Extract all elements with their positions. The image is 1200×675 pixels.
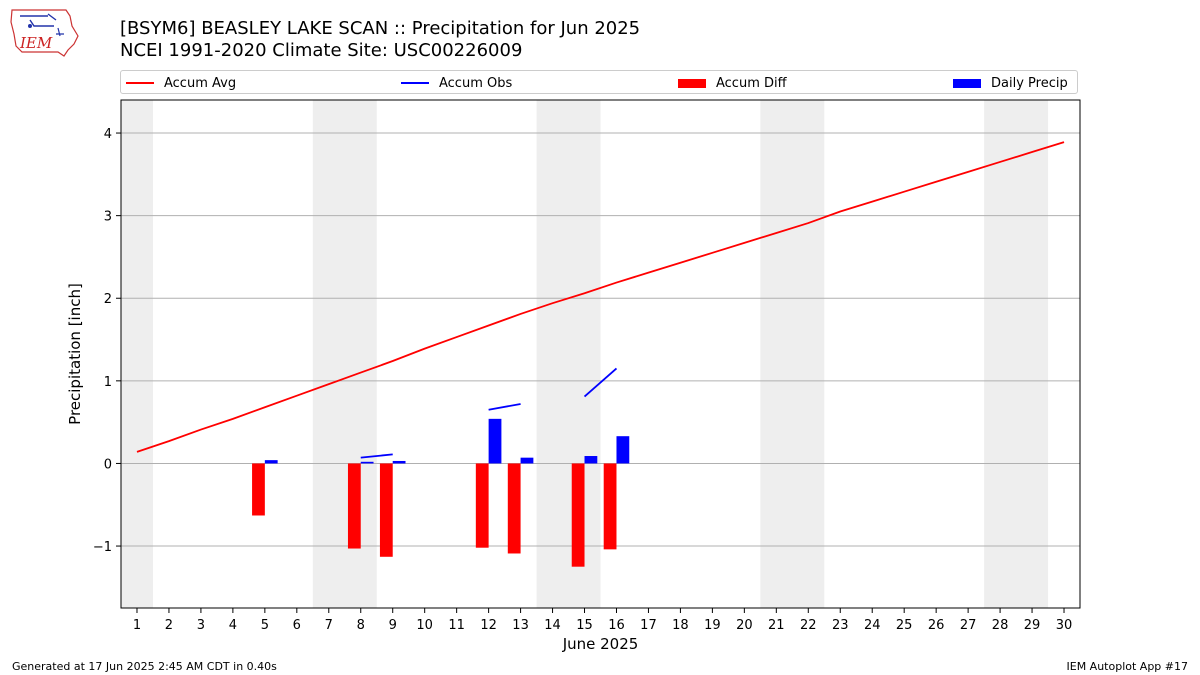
iem-logo: IEM — [10, 9, 79, 57]
generated-timestamp: Generated at 17 Jun 2025 2:45 AM CDT in … — [12, 660, 277, 673]
x-tick-label-24: 24 — [864, 618, 881, 633]
chart-subtitle: NCEI 1991-2020 Climate Site: USC00226009 — [120, 40, 523, 61]
accum-diff-bar-day-12 — [475, 463, 489, 548]
x-tick-label-26: 26 — [928, 618, 945, 633]
accum-diff-bar-day-8 — [347, 463, 361, 549]
weekend-shade-4 — [984, 100, 1049, 608]
x-tick-label-30: 30 — [1056, 618, 1073, 633]
x-tick-label-11: 11 — [448, 618, 465, 633]
accum-diff-bar-day-5 — [252, 463, 265, 516]
x-tick-label-16: 16 — [608, 618, 625, 633]
legend-item-accum-avg: Accum Avg — [126, 74, 236, 92]
x-tick-label-19: 19 — [704, 618, 721, 633]
weekend-shade-2 — [536, 100, 601, 608]
x-tick-label-29: 29 — [1024, 618, 1041, 633]
legend-swatch-accum-diff — [678, 78, 706, 88]
legend-label-accum-avg: Accum Avg — [164, 75, 237, 91]
plot-frame — [120, 99, 1081, 609]
x-tick-label-13: 13 — [512, 618, 529, 633]
app-label: IEM Autoplot App #17 — [1066, 660, 1189, 673]
accum-diff-bar-day-15 — [571, 463, 585, 567]
x-tick-label-2: 2 — [165, 618, 173, 633]
x-tick-label-20: 20 — [736, 618, 753, 633]
y-axis-label: Precipitation [inch] — [66, 283, 84, 425]
x-tick-label-8: 8 — [357, 618, 365, 633]
daily-precip-bar-day-9 — [392, 460, 406, 464]
x-tick-label-22: 22 — [800, 618, 817, 633]
daily-precip-bar-day-15 — [584, 456, 598, 464]
x-tick-label-10: 10 — [416, 618, 433, 633]
x-tick-label-14: 14 — [544, 618, 561, 633]
x-tick-label-28: 28 — [992, 618, 1009, 633]
daily-precip-bar-day-13 — [520, 457, 534, 464]
accum-obs-segment-2 — [583, 367, 618, 398]
legend-item-accum-diff: Accum Diff — [678, 74, 787, 92]
x-tick-label-27: 27 — [960, 618, 977, 633]
x-tick-label-1: 1 — [133, 618, 141, 633]
legend-swatch-accum-obs — [401, 82, 429, 84]
daily-precip-bar-day-8 — [360, 461, 374, 464]
accum-diff-bar-day-16 — [603, 463, 617, 550]
daily-precip-bar-day-16 — [616, 436, 630, 464]
legend-label-accum-diff: Accum Diff — [716, 75, 787, 91]
accum-diff-bar-day-9 — [379, 463, 393, 557]
x-tick-label-17: 17 — [640, 618, 657, 633]
x-tick-label-6: 6 — [293, 618, 301, 633]
accum-obs-segment-1 — [488, 403, 521, 411]
x-tick-label-25: 25 — [896, 618, 913, 633]
y-tick-label-3: 2 — [104, 292, 112, 307]
weekend-shade-3 — [760, 100, 825, 608]
x-tick-label-21: 21 — [768, 618, 785, 633]
weekend-shade-1 — [312, 100, 377, 608]
y-tick-label-1: 0 — [104, 457, 112, 472]
x-tick-label-15: 15 — [576, 618, 593, 633]
daily-precip-bar-day-12 — [488, 418, 502, 464]
legend-swatch-accum-avg — [126, 82, 154, 84]
y-tick-label-5: 4 — [104, 127, 112, 142]
x-tick-label-4: 4 — [229, 618, 237, 633]
daily-precip-bar-day-5 — [264, 460, 278, 464]
x-tick-label-7: 7 — [325, 618, 333, 633]
legend: Accum Avg Accum Obs Accum Diff Daily Pre… — [120, 70, 1078, 94]
logo-text: IEM — [19, 34, 53, 52]
x-tick-label-12: 12 — [480, 618, 497, 633]
legend-item-daily-precip: Daily Precip — [953, 74, 1068, 92]
x-tick-label-3: 3 — [197, 618, 205, 633]
x-axis-label: June 2025 — [562, 635, 639, 653]
accum-diff-bar-day-13 — [507, 463, 521, 554]
legend-item-accum-obs: Accum Obs — [401, 74, 512, 92]
accum-avg-line — [136, 141, 1065, 453]
accum-obs-segment-0 — [360, 453, 393, 459]
weekend-shade-0 — [121, 100, 153, 608]
y-tick-label-4: 3 — [104, 210, 112, 225]
x-tick-label-9: 9 — [389, 618, 397, 633]
legend-swatch-daily-precip — [953, 78, 981, 88]
legend-label-accum-obs: Accum Obs — [439, 75, 513, 91]
y-tick-label-2: 1 — [104, 375, 112, 390]
chart-title: [BSYM6] BEASLEY LAKE SCAN :: Precipitati… — [120, 18, 641, 39]
x-tick-label-5: 5 — [261, 618, 269, 633]
legend-label-daily-precip: Daily Precip — [991, 75, 1068, 91]
x-tick-label-23: 23 — [832, 618, 849, 633]
y-tick-label-0: −1 — [93, 540, 112, 555]
x-tick-label-18: 18 — [672, 618, 689, 633]
